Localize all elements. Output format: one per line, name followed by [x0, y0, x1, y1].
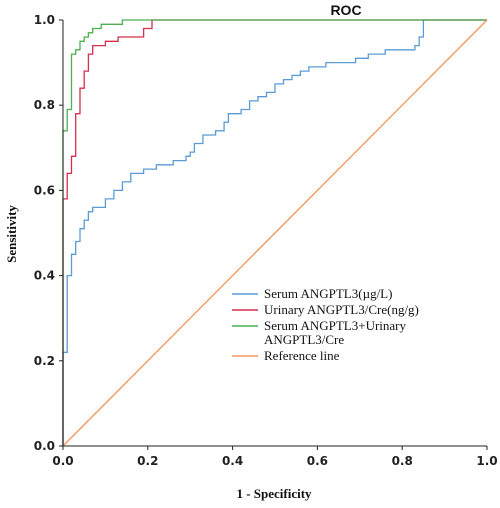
- y-tick-label: 0.4: [34, 269, 55, 283]
- y-tick-label: 0.2: [34, 354, 55, 368]
- series-line-urinary-angptl3-cre-ng-g: [62, 19, 487, 446]
- x-tick-label: 0.6: [307, 454, 328, 468]
- legend-label-reference-line: Reference line: [264, 348, 340, 363]
- x-tick-label: 0.0: [52, 454, 73, 468]
- series-line-serum-angptl3-g-l: [62, 19, 487, 446]
- legend-label-urinary-angptl3-cre-ng-g: Urinary ANGPTL3/Cre(ng/g): [264, 302, 419, 317]
- legend: Serum ANGPTL3(µg/L)Urinary ANGPTL3/Cre(n…: [232, 286, 419, 363]
- series-line-serum-angptl3-urinary-angptl3-cre: [62, 19, 487, 446]
- x-axis-title: 1 - Specificity: [236, 486, 312, 501]
- series-line-reference-line: [62, 19, 488, 447]
- x-tick-label: 0.4: [222, 454, 243, 468]
- y-tick-label: 0.6: [34, 183, 55, 197]
- chart-title: ROC: [330, 2, 361, 18]
- y-axis-title: Sensitivity: [4, 205, 19, 263]
- legend-label-serum-angptl3-urinary-angptl3-cre: ANGPTL3/Cre: [264, 332, 344, 347]
- legend-label-serum-angptl3-urinary-angptl3-cre: Serum ANGPTL3+Urinary: [264, 318, 407, 333]
- x-tick-label: 0.8: [392, 454, 413, 468]
- y-tick-label: 1.0: [34, 13, 55, 27]
- series-layer: [62, 19, 488, 447]
- axes-layer: [62, 20, 487, 447]
- ticks-layer: 0.0 0.2 0.4 0.6 0.8 1.0 0.0 0.2 0.4 0.6 0.8 1.0: [34, 13, 498, 468]
- legend-label-serum-angptl3-g-l: Serum ANGPTL3(µg/L): [264, 286, 392, 301]
- y-tick-label: 0.8: [34, 98, 55, 112]
- x-tick-label: 0.2: [137, 454, 158, 468]
- x-tick-label: 1.0: [476, 454, 497, 468]
- y-tick-label: 0.0: [34, 439, 55, 453]
